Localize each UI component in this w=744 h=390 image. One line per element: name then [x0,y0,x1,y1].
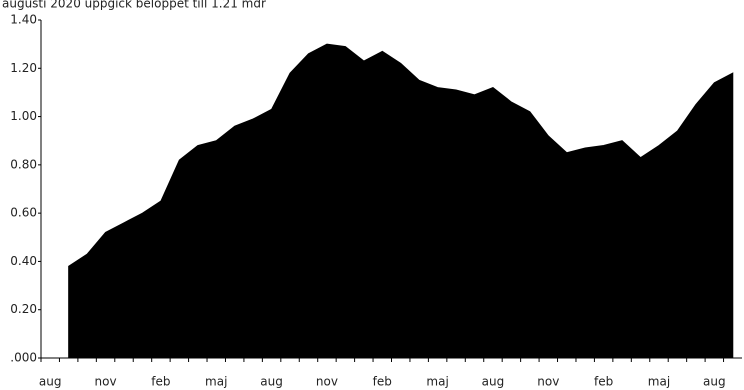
x-tick-label: maj [205,375,227,389]
area [68,43,734,359]
y-tick-label: 1.20 [10,61,37,75]
y-tick-label: 1.00 [10,109,37,123]
y-tick-label: 0.40 [10,254,37,268]
x-tick-label: aug [482,375,505,389]
x-tick-label: feb [594,375,613,389]
x-tick-label: nov [537,375,559,389]
y-tick-label: .000 [10,351,37,365]
x-tick-label: feb [151,375,170,389]
x-tick-label: aug [703,375,726,389]
y-tick-label: 1.40 [10,13,37,27]
x-tick-label: feb [373,375,392,389]
x-tick-label: nov [95,375,117,389]
x-tick-label: aug [39,375,62,389]
x-tick-label: nov [316,375,338,389]
x-tick-label: aug [260,375,283,389]
y-tick-label: 0.80 [10,157,37,171]
y-tick-label: 0.20 [10,302,37,316]
x-tick-label: maj [648,375,670,389]
x-tick-label: maj [426,375,448,389]
y-tick-label: 0.60 [10,206,37,220]
chart-title: augusti 2020 uppgick beloppet till 1.21 … [2,0,266,11]
